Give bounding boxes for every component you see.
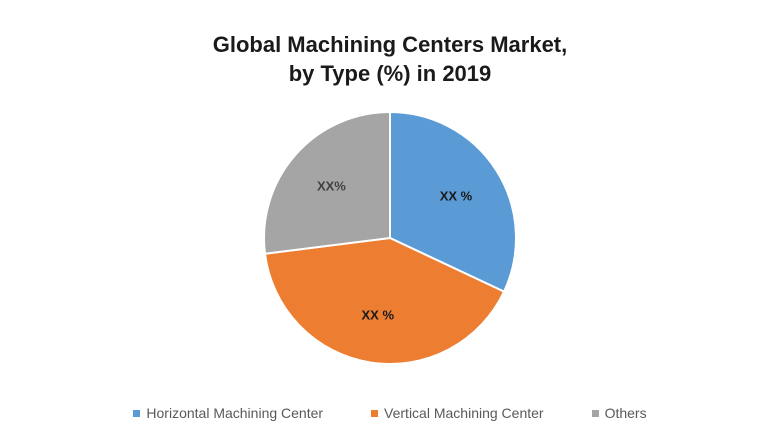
slice-horizontal-machining-center[interactable]: [389, 110, 517, 293]
legend-swatch-icon: [371, 409, 379, 417]
legend-label: Vertical Machining Center: [384, 405, 544, 421]
slice-others[interactable]: [263, 110, 391, 255]
legend-item-horizontal-machining-center[interactable]: Horizontal Machining Center: [133, 405, 323, 421]
data-label: XX%: [316, 178, 346, 194]
legend-swatch-icon: [133, 409, 141, 417]
legend-item-others[interactable]: Others: [591, 405, 647, 421]
chart-legend: Horizontal Machining Center Vertical Mac…: [0, 405, 780, 421]
legend-item-vertical-machining-center[interactable]: Vertical Machining Center: [371, 405, 544, 421]
data-label: XX %: [361, 307, 395, 323]
legend-label: Horizontal Machining Center: [146, 405, 324, 421]
chart-title: Global Machining Centers Market, by Type…: [0, 30, 780, 88]
slice-vertical-machining-center[interactable]: [263, 236, 506, 365]
legend-label: Others: [604, 405, 647, 421]
data-label: XX %: [439, 188, 473, 204]
legend-swatch-icon: [591, 409, 599, 417]
chart-title-line-2: by Type (%) in 2019: [288, 61, 492, 86]
chart-title-line-1: Global Machining Centers Market,: [212, 32, 568, 57]
